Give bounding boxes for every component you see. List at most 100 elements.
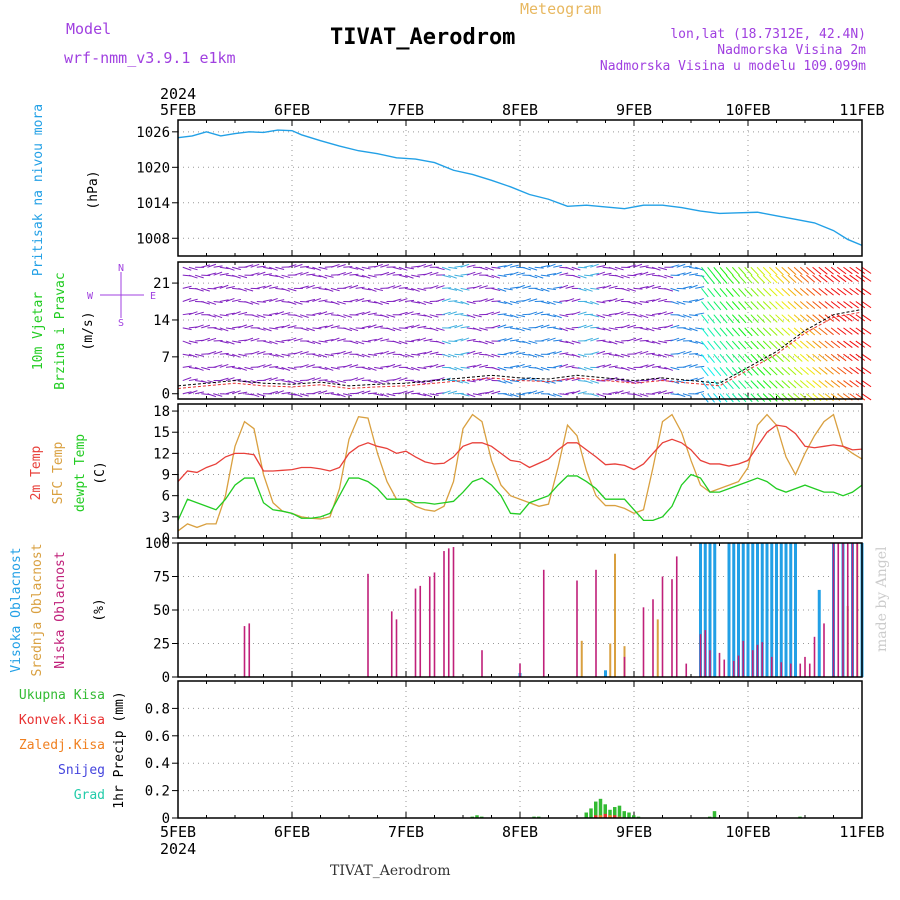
temp-panel: 0 3 6 9 12 15 18: [153, 404, 863, 547]
wind-barb: [744, 288, 753, 297]
wind-barb: [855, 274, 866, 282]
wind-barb: [300, 265, 310, 268]
wind-barb: [744, 393, 753, 403]
wind-barb: [485, 377, 495, 382]
wind-barb: [614, 390, 624, 395]
wind-barb: [806, 287, 816, 296]
x-tick-label-bottom: 7FEB: [388, 823, 424, 841]
wind-barb: [799, 274, 809, 283]
wind-barb: [404, 353, 414, 358]
wind-barb: [849, 314, 859, 322]
subtitle: Meteogram: [520, 0, 601, 18]
wind-barb: [256, 314, 266, 319]
wind-barb: [695, 297, 704, 302]
wind-barb: [658, 390, 667, 395]
wind-barb: [584, 274, 594, 277]
wind-barb: [676, 393, 686, 398]
wind-barb: [590, 393, 600, 397]
wind-barb: [355, 377, 365, 382]
wind-barb: [577, 287, 587, 292]
wind-barb: [553, 264, 563, 268]
wind-barb: [559, 314, 569, 318]
wind-barb: [448, 266, 458, 270]
wind-barb: [781, 266, 791, 276]
wind-barb: [417, 352, 427, 355]
wind-barb: [287, 393, 297, 396]
wind-barb: [441, 274, 451, 278]
wind-barb: [250, 350, 260, 355]
model-label: Model: [66, 20, 111, 38]
wind-barb: [775, 380, 784, 389]
wind-barb: [546, 301, 556, 306]
cloud-low-bar: [799, 663, 802, 677]
wind-barb: [275, 390, 285, 395]
wind-barb: [330, 287, 340, 292]
wind-barb: [256, 350, 266, 355]
x-tick-label-top: 5FEB: [160, 101, 196, 119]
wind-barb: [269, 312, 279, 316]
wind-barb: [719, 288, 728, 298]
wind-barb: [633, 287, 643, 290]
wind-barb: [374, 366, 384, 370]
wind-barb: [269, 366, 279, 368]
wind-barb: [750, 393, 759, 403]
wind-barb: [627, 274, 637, 277]
wind-barb: [534, 274, 544, 279]
wind-barb: [602, 393, 612, 396]
wind-barb: [435, 298, 445, 302]
wind-barb: [769, 367, 778, 376]
wind-barb: [818, 353, 828, 362]
wind-barb: [824, 314, 834, 322]
wind-barb: [306, 314, 316, 316]
precip-total-bar: [584, 812, 588, 818]
x-tick-label-top: 6FEB: [274, 101, 310, 119]
wind-barb: [602, 327, 612, 332]
cloud-low-bar: [756, 644, 759, 677]
wind-barb: [472, 393, 482, 396]
wind-barb: [658, 340, 668, 344]
wind-barb: [608, 298, 618, 302]
wind-barb: [405, 340, 415, 343]
wind-barb: [287, 325, 297, 329]
wind-barb: [756, 340, 766, 350]
wind-barb: [194, 311, 204, 316]
wind-barb: [658, 366, 668, 370]
wind-barb: [731, 393, 741, 403]
wind-barb: [707, 288, 715, 298]
wind-barb: [725, 340, 734, 350]
wind-barb: [590, 263, 599, 268]
wind-barb: [275, 311, 285, 316]
wind-barb: [812, 380, 822, 388]
wind-barb: [861, 380, 872, 388]
wind-barb: [269, 327, 279, 330]
wind-barb: [287, 380, 297, 385]
wind-barb: [571, 378, 581, 382]
wind-barb: [738, 288, 747, 297]
wind-barb: [448, 390, 458, 395]
wind-barb: [571, 274, 581, 279]
wind-barb: [225, 365, 235, 368]
wind-barb: [250, 263, 260, 268]
wind-barb: [602, 284, 612, 289]
cloud-low-bar: [685, 663, 688, 677]
wind-barb: [781, 287, 791, 297]
wind-barb: [374, 393, 384, 397]
wind-barb: [781, 314, 791, 323]
wind-barb: [658, 274, 667, 279]
wind-barb: [299, 285, 309, 289]
wind-barb: [830, 274, 841, 283]
wind-barb: [799, 340, 809, 349]
cloud-low-bar: [823, 623, 825, 677]
credit-label: made by Angel: [874, 546, 890, 652]
wind-barb: [343, 363, 352, 368]
wind-barb: [645, 314, 655, 317]
wind-barb: [738, 301, 747, 310]
wind-barb: [799, 353, 809, 362]
wind-barb: [448, 311, 457, 316]
wind-barb: [367, 338, 377, 342]
wind-barb: [374, 325, 384, 329]
cloud-mid-bar: [614, 553, 616, 677]
wind-barb: [244, 287, 254, 292]
wind-barb: [725, 327, 734, 337]
wind-barb: [485, 340, 495, 345]
